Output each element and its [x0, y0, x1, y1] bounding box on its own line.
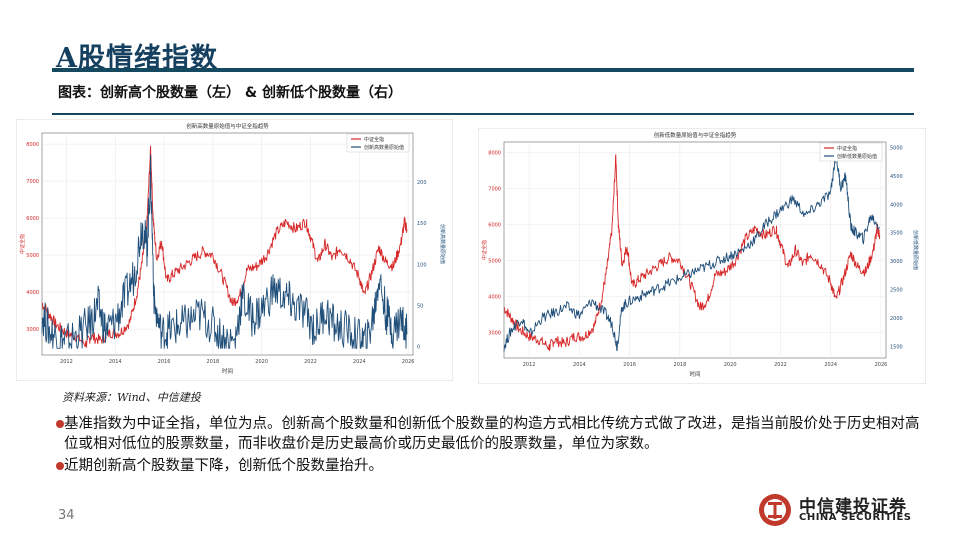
series-line [42, 145, 408, 348]
caption-divider [52, 113, 914, 115]
x-tick-label: 2020 [724, 362, 737, 368]
y-left-tick-label: 8000 [488, 151, 501, 157]
y-right-axis-label: 创新高数量原始值 [439, 224, 446, 264]
y-left-tick-label: 7000 [488, 187, 501, 193]
logo-name-en: CHINA SECURITIES [799, 512, 912, 523]
y-left-tick-label: 3000 [26, 327, 39, 333]
bullet-item: 基准指数为中证全指，单位为点。创新高个股数量和创新低个股数量的构造方式相比传统方… [56, 414, 924, 454]
y-left-tick-label: 7000 [26, 179, 39, 185]
y-left-tick-label: 3000 [488, 331, 501, 337]
x-tick-label: 2022 [304, 359, 317, 365]
chart-title: 创新低数量原始值与中证全指趋势 [654, 131, 737, 139]
logo-name-cn: 中信建投证券 [799, 497, 907, 517]
source-note: 资料来源：Wind、中信建投 [62, 391, 201, 404]
legend-label: 中证全指 [837, 145, 857, 152]
y-right-tick-label: 2000 [890, 316, 903, 322]
x-tick-label: 2012 [60, 359, 73, 365]
y-right-axis-label: 创新低数量原始值 [912, 230, 919, 270]
x-tick-label: 2024 [353, 359, 366, 365]
x-tick-label: 2018 [206, 359, 219, 365]
x-tick-label: 2014 [573, 362, 586, 368]
plot-area [503, 141, 887, 359]
series-line [503, 152, 880, 352]
y-right-tick-label: 2500 [890, 288, 903, 294]
y-left-tick-label: 6000 [26, 216, 39, 222]
title-divider [52, 68, 914, 72]
logo-emblem-icon [759, 494, 791, 526]
y-right-tick-label: 1500 [890, 344, 903, 350]
legend-box [819, 142, 883, 162]
y-right-tick-label: 100 [417, 262, 427, 268]
x-axis-label: 时间 [689, 370, 700, 378]
y-right-tick-label: 3500 [890, 231, 903, 237]
bullet-text: 近期创新高个股数量下降，创新低个股数量抬升。 [64, 458, 383, 474]
page-number: 34 [58, 508, 75, 523]
company-logo: 中信建投证券 CHINA SECURITIES [757, 490, 917, 530]
x-tick-label: 2020 [255, 359, 268, 365]
chart-title: 创新高数量原始值与中证全指趋势 [186, 122, 269, 130]
x-tick-label: 2012 [523, 362, 536, 368]
y-right-tick-label: 200 [417, 180, 427, 186]
y-left-tick-label: 4000 [488, 295, 501, 301]
legend-label: 创新低数量原始值 [837, 153, 877, 160]
x-tick-label: 2026 [402, 359, 415, 365]
y-right-tick-label: 150 [417, 221, 427, 227]
x-tick-label: 2016 [158, 359, 171, 365]
series-line [41, 154, 408, 349]
y-left-tick-label: 5000 [488, 259, 501, 265]
y-right-tick-label: 50 [417, 303, 423, 309]
y-left-tick-label: 6000 [488, 223, 501, 229]
y-right-tick-label: 0 [417, 345, 420, 351]
series-line [504, 154, 881, 352]
y-left-axis-label: 中证全指 [481, 240, 488, 260]
y-right-tick-label: 5000 [890, 145, 903, 151]
chart-new-lows: 创新低数量原始值与中证全指趋势 2012 2014 2016 2018 2020 2022 2… [478, 128, 926, 384]
legend-label: 中证全指 [364, 136, 384, 143]
chart-new-highs: 创新高数量原始值与中证全指趋势 2012 2014 2016 2018 2020 2022 2… [16, 119, 453, 381]
x-tick-label: 2024 [824, 362, 837, 368]
x-tick-label: 2014 [109, 359, 122, 365]
bullet-dot-icon [56, 420, 64, 428]
plot-area [41, 132, 414, 356]
x-tick-label: 2026 [875, 362, 888, 368]
x-tick-label: 2016 [623, 362, 636, 368]
y-right-tick-label: 4000 [890, 202, 903, 208]
legend-label: 创新高数量原始值 [364, 144, 404, 151]
y-right-tick-label: 4500 [890, 174, 903, 180]
figure-caption: 图表：创新高个股数量（左） & 创新低个股数量（右） [58, 85, 402, 101]
y-left-tick-label: 5000 [26, 253, 39, 259]
bullet-text: 基准指数为中证全指，单位为点。创新高个股数量和创新低个股数量的构造方式相比传统方… [64, 416, 920, 452]
x-axis-label: 时间 [222, 367, 233, 375]
y-left-axis-label: 中证全指 [19, 234, 26, 254]
bullet-dot-icon [56, 462, 64, 470]
x-tick-label: 2022 [774, 362, 787, 368]
y-left-tick-label: 8000 [26, 142, 39, 148]
bullet-item: 近期创新高个股数量下降，创新低个股数量抬升。 [56, 456, 924, 476]
x-tick-label: 2018 [674, 362, 687, 368]
legend-box [346, 133, 410, 153]
y-right-tick-label: 3000 [890, 259, 903, 265]
y-left-tick-label: 4000 [26, 290, 39, 296]
